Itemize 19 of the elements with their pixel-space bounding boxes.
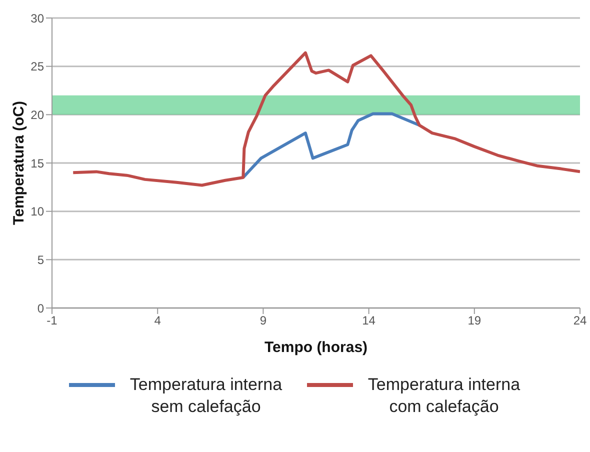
x-tick-label: 14 — [362, 314, 376, 328]
x-tick-label: 19 — [468, 314, 482, 328]
x-tick-label: 24 — [573, 314, 587, 328]
y-tick-label: 25 — [30, 60, 44, 74]
y-tick-label: 30 — [30, 11, 44, 26]
line-series — [72, 51, 580, 187]
y-tick-label: 5 — [37, 252, 44, 267]
x-tick-label: 9 — [260, 314, 267, 328]
y-tick-label: 0 — [37, 301, 44, 316]
x-axis-title: Tempo (horas) — [264, 339, 368, 356]
line-series — [242, 112, 421, 179]
y-axis-title: Temperatura (oC) — [10, 101, 28, 225]
legend-label: Temperatura interna com calefação — [366, 374, 522, 418]
y-tick-label: 15 — [30, 156, 44, 170]
y-tick-label: 20 — [30, 108, 44, 122]
x-tick-label: -1 — [46, 314, 58, 328]
legend-label: Temperatura interna sem calefação — [128, 374, 284, 418]
y-tick-label: 10 — [30, 204, 44, 219]
x-tick-label: 4 — [154, 314, 162, 328]
